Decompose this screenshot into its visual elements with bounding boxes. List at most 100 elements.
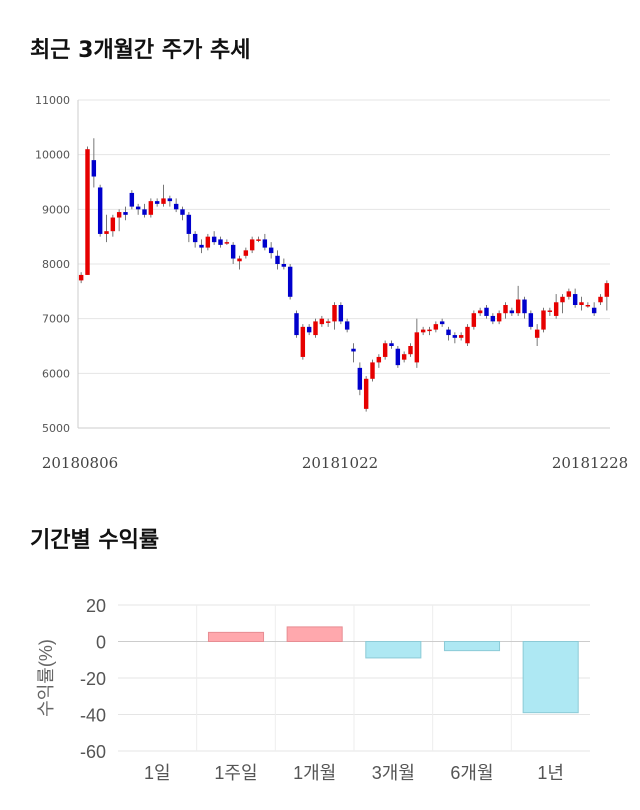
candle-body [560, 296, 565, 303]
candle-body [338, 305, 344, 322]
candle-body [180, 209, 185, 215]
candle-body [528, 313, 534, 327]
candle-body [300, 326, 306, 357]
candle-body [230, 244, 236, 259]
candle-body [452, 335, 458, 338]
bar-category-label: 1개월 [293, 763, 336, 783]
candle-x-date-label: 20181228 [552, 454, 628, 472]
candle-body [173, 203, 179, 210]
candle-body [161, 198, 166, 204]
candle-body [142, 209, 147, 215]
price-trend-title: 최근 3개월간 주가 추세 [30, 38, 251, 63]
return-bar [365, 641, 422, 659]
candle-body [294, 313, 299, 336]
candle-x-date-label: 20180806 [42, 454, 118, 472]
candle-body [458, 335, 464, 338]
candle-body [471, 313, 477, 327]
candle-y-tick-label: 7000 [42, 313, 70, 326]
candle-body [319, 318, 325, 325]
candle-body [249, 239, 255, 251]
candle-body [325, 321, 331, 323]
candle-body [268, 247, 274, 254]
candle-body [199, 244, 204, 248]
candle-y-tick-label: 11000 [35, 94, 70, 107]
candle-body [547, 310, 553, 312]
candle-body [91, 160, 97, 177]
candle-body [370, 362, 375, 379]
candle-body [522, 299, 527, 314]
candle-body [585, 305, 591, 307]
candle-y-tick-label: 8000 [42, 258, 70, 271]
bar-y-tick-label: -60 [80, 742, 106, 762]
candle-body [496, 313, 502, 322]
return-bar [207, 631, 265, 642]
candle-body [110, 217, 116, 232]
bar-y-tick-label: 20 [86, 596, 106, 616]
candle-body [541, 310, 546, 330]
bar-category-label: 6개월 [450, 763, 493, 783]
bar-category-label: 1주일 [214, 763, 257, 783]
return-bar [443, 641, 501, 652]
candle-body [566, 291, 572, 297]
candle-body [186, 214, 192, 234]
candle-body [351, 348, 356, 352]
candle-body [572, 294, 578, 305]
candle-body [401, 354, 407, 360]
candle-body [553, 302, 559, 316]
candle-body [591, 307, 597, 314]
candle-body [256, 239, 261, 241]
candle-body [287, 266, 293, 297]
candle-body [509, 310, 515, 314]
candle-body [420, 329, 426, 333]
return-bar [286, 626, 343, 643]
candle-body [332, 305, 337, 322]
bar-category-label: 1일 [144, 763, 171, 783]
candle-body [237, 258, 242, 262]
candle-body [357, 367, 363, 390]
candle-body [363, 378, 369, 409]
candle-body [604, 283, 610, 297]
candle-body [78, 274, 84, 281]
candle-body [243, 250, 249, 256]
candle-body [344, 321, 350, 330]
candle-body [262, 239, 268, 248]
candle-body [433, 324, 439, 330]
candle-body [116, 212, 122, 218]
candle-body [598, 296, 603, 303]
candle-y-tick-label: 10000 [35, 149, 70, 162]
candle-body [395, 348, 401, 366]
candle-body [123, 212, 128, 215]
candle-body [224, 242, 230, 244]
candle-body [414, 332, 420, 363]
candle-body [192, 233, 198, 243]
candle-body [408, 346, 413, 355]
candle-body [515, 299, 521, 314]
candle-body [465, 326, 470, 344]
candle-body [148, 201, 154, 215]
bar-y-tick-label: -40 [80, 706, 106, 726]
candle-body [306, 326, 312, 333]
period-returns-title: 기간별 수익률 [30, 528, 160, 553]
candlestick-chart: 11000 10000 9000 8000 7000 6000 5000 20180806 20… [35, 94, 628, 472]
candle-body [534, 329, 540, 338]
candle-body [446, 329, 451, 336]
bar-category-label: 3개월 [372, 763, 415, 783]
candle-body [503, 305, 508, 314]
candle-body [135, 206, 141, 210]
candle-body [439, 321, 445, 325]
bar-y-tick-label: -20 [80, 669, 106, 689]
bar-y-tick-label: 0 [96, 633, 106, 653]
candle-body [218, 239, 223, 245]
candle-body [490, 315, 496, 322]
candle-body [579, 302, 584, 305]
candle-body [97, 187, 103, 234]
candle-body [211, 236, 217, 243]
candle-body [427, 329, 432, 332]
candle-body [389, 343, 394, 346]
bar-category-label: 1년 [537, 763, 564, 783]
candle-body [205, 236, 211, 248]
candle-body [382, 343, 388, 357]
candle-body [104, 231, 109, 234]
candle-y-tick-label: 6000 [42, 367, 70, 380]
